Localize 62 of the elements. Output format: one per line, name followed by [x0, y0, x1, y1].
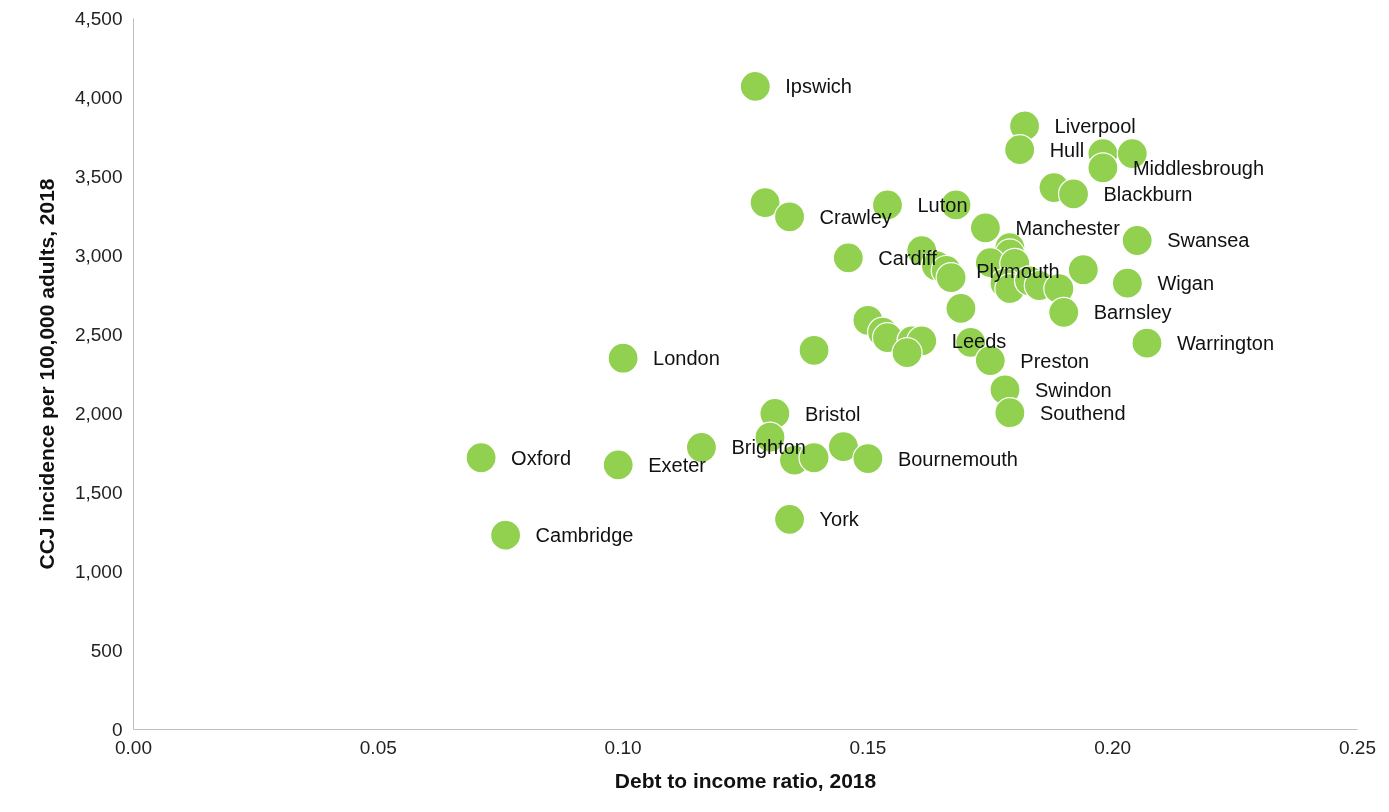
y-tick-label: 1,000	[74, 561, 123, 582]
annotation: Swansea	[1167, 229, 1251, 252]
annotation: Hull	[1049, 138, 1085, 161]
y-tick-label: 2,000	[74, 403, 123, 424]
point	[739, 70, 771, 103]
point	[891, 337, 923, 369]
point	[773, 201, 806, 233]
point	[1087, 152, 1119, 184]
annotation: York	[819, 508, 860, 531]
point	[465, 442, 497, 474]
point	[798, 334, 830, 366]
annotation: Blackburn	[1103, 182, 1193, 205]
annotation: Preston	[1020, 349, 1090, 372]
annotation: Exeter	[648, 453, 707, 476]
y-tick-label: 3,000	[74, 245, 123, 266]
annotation: Manchester	[1015, 216, 1121, 239]
y-tick-label: 4,000	[74, 87, 123, 108]
annotation: Ipswich	[785, 75, 852, 98]
x-tick-label: 0.20	[1094, 736, 1132, 758]
y-axis-title: CCJ incidence per 100,000 adults, 2018	[34, 178, 58, 570]
y-tick-label: 3,500	[74, 166, 123, 187]
point	[935, 262, 967, 294]
point	[1057, 178, 1090, 210]
annotation: Southend	[1039, 401, 1126, 424]
point	[1067, 254, 1099, 286]
annotation: Bristol	[804, 402, 861, 425]
annotation: Swindon	[1034, 378, 1112, 401]
annotation: Oxford	[511, 446, 572, 469]
point	[773, 503, 806, 535]
point	[749, 187, 781, 219]
point	[945, 292, 977, 324]
y-tick-label: 4,500	[74, 8, 123, 29]
point	[827, 431, 860, 463]
x-axis-title: Debt to income ratio, 2018	[614, 768, 877, 792]
annotation: Barnsley	[1093, 301, 1172, 324]
annotation: Cambridge	[535, 524, 634, 547]
y-tick-label: 1,500	[74, 482, 123, 503]
point	[852, 442, 884, 475]
x-tick-label: 0.05	[359, 736, 397, 758]
annotation: Bournemouth	[897, 447, 1018, 470]
annotation: Wigan	[1157, 272, 1215, 295]
point	[1131, 327, 1163, 359]
point	[490, 519, 522, 551]
point	[602, 449, 634, 481]
x-tick-label: 0.10	[604, 736, 642, 758]
y-tick-label: 500	[90, 640, 123, 661]
y-tick-label: 2,500	[74, 324, 123, 345]
annotation: Warrington	[1176, 332, 1275, 355]
point	[1121, 224, 1153, 257]
annotation: Crawley	[819, 205, 892, 228]
x-tick-label: 0.15	[849, 736, 887, 758]
point	[1111, 267, 1143, 299]
point	[607, 342, 639, 374]
annotation: Middlesbrough	[1132, 156, 1265, 179]
annotation: London	[653, 347, 720, 370]
point	[1048, 296, 1080, 328]
annotation: Liverpool	[1054, 114, 1136, 137]
x-tick-label: 0.25	[1339, 736, 1376, 758]
point	[969, 212, 1001, 244]
point	[1004, 134, 1036, 166]
point	[832, 242, 864, 274]
point	[994, 397, 1026, 429]
